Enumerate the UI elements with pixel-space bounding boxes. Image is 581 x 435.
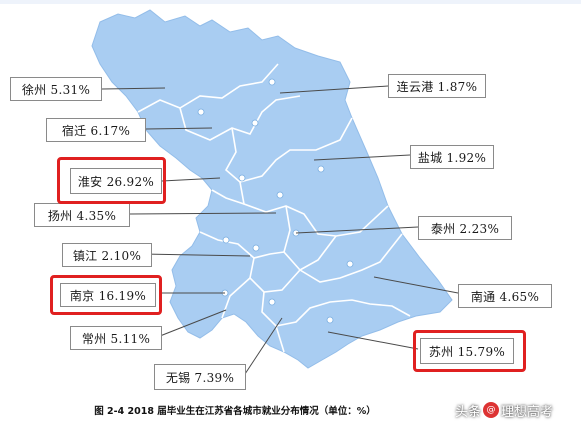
leader-yancheng [313, 154, 411, 161]
label-lianyungang: 连云港 1.87% [388, 74, 486, 98]
leader-lianyungang [279, 85, 389, 94]
top-band [0, 0, 581, 4]
leader-xuzhou [101, 87, 166, 90]
label-nantong: 南通 4.65% [458, 284, 552, 308]
city-dot [346, 260, 354, 268]
figure-caption: 图 2-4 2018 届毕业生在江苏省各城市就业分布情况（单位：%） [94, 406, 376, 417]
watermark-name: 理想高考 [501, 404, 554, 420]
leader-nantong [373, 276, 459, 294]
highlight-nanjing [50, 275, 162, 315]
label-zhenjiang: 镇江 2.10% [62, 243, 152, 267]
leader-yangzhou [129, 212, 277, 215]
leader-wuxi [244, 317, 283, 375]
leader-suzhou [327, 331, 419, 350]
label-wuxi: 无锡 7.39% [154, 364, 246, 390]
city-dot [276, 191, 284, 199]
label-taizhou: 泰州 2.23% [418, 216, 512, 240]
label-xuzhou: 徐州 5.31% [10, 77, 102, 101]
label-suqian: 宿迁 6.17% [46, 118, 146, 142]
highlight-suzhou [413, 330, 526, 372]
watermark: 头条 @ 理想高考 [455, 399, 553, 421]
highlight-huaian [57, 157, 166, 204]
leader-lines [101, 85, 459, 375]
city-dot [222, 236, 230, 244]
leader-huaian [161, 177, 221, 182]
leader-suqian [145, 127, 213, 130]
city-dot [268, 78, 276, 86]
label-suzhou: 苏州 15.79% [420, 338, 514, 364]
city-dot [252, 244, 260, 252]
province-shape [91, 9, 453, 369]
leader-zhenjiang [141, 253, 251, 257]
city-dot [326, 316, 334, 324]
label-nanjing: 南京 16.19% [60, 283, 156, 307]
label-yancheng: 盐城 1.92% [410, 145, 494, 169]
city-dot [197, 108, 205, 116]
leader-taizhou [295, 226, 419, 234]
label-changzhou: 常州 5.11% [70, 326, 162, 350]
watermark-logo-icon: @ [483, 402, 500, 418]
city-dot [238, 174, 246, 182]
city-dot [268, 298, 276, 306]
region-borders [137, 63, 411, 353]
city-dot [317, 165, 325, 173]
label-yangzhou: 扬州 4.35% [34, 203, 130, 227]
leader-changzhou [159, 309, 227, 337]
label-huaian: 淮安 26.92% [70, 168, 162, 194]
city-dot [251, 119, 259, 127]
watermark-prefix: 头条 [455, 404, 482, 420]
